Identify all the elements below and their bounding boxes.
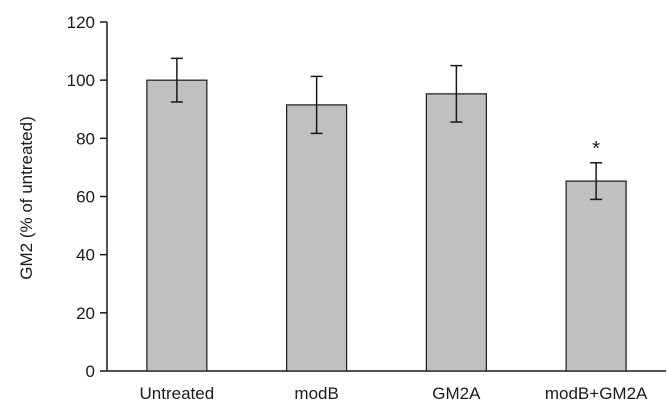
y-tick-label: 100 bbox=[67, 71, 95, 90]
bars bbox=[146, 79, 627, 372]
labels: Untreated modB GM2A modB+GM2A * bbox=[140, 138, 649, 403]
y-tick-label: 80 bbox=[76, 129, 95, 148]
x-tick-label: Untreated bbox=[140, 384, 215, 403]
error-bars bbox=[170, 57, 603, 201]
x-tick-label: modB+GM2A bbox=[545, 384, 648, 403]
y-axis: 0 20 40 60 80 100 120 bbox=[67, 13, 108, 381]
bar bbox=[146, 79, 208, 372]
y-tick-label: 60 bbox=[76, 188, 95, 207]
bar bbox=[425, 93, 487, 372]
y-axis-title: GM2 (% of untreated) bbox=[17, 116, 36, 279]
y-tick-label: 40 bbox=[76, 246, 95, 265]
bar bbox=[286, 104, 348, 372]
bar bbox=[565, 180, 627, 372]
y-tick-label: 20 bbox=[76, 304, 95, 323]
y-tick-label: 120 bbox=[67, 13, 95, 32]
y-tick-label: 0 bbox=[86, 362, 95, 381]
x-tick-label: GM2A bbox=[432, 384, 481, 403]
x-tick-label: modB bbox=[294, 384, 338, 403]
significance-asterisk: * bbox=[592, 138, 600, 160]
